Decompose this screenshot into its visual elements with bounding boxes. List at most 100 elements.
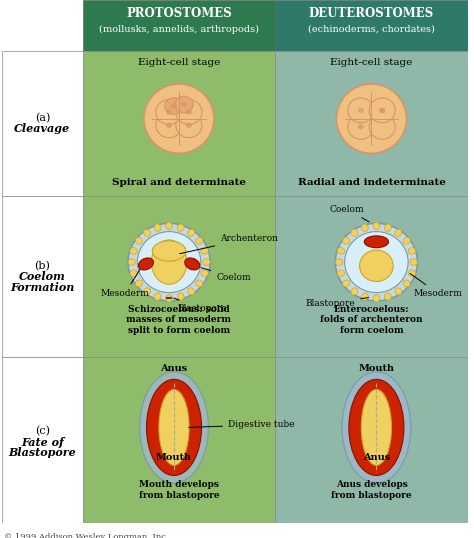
Bar <box>275 0 468 51</box>
Text: Mouth: Mouth <box>156 452 192 462</box>
Text: Mouth: Mouth <box>358 364 394 373</box>
Ellipse shape <box>177 224 184 231</box>
Bar <box>82 357 275 527</box>
Text: Anus: Anus <box>160 364 188 373</box>
Ellipse shape <box>186 110 191 114</box>
Ellipse shape <box>130 270 137 277</box>
Ellipse shape <box>335 223 418 301</box>
Ellipse shape <box>146 379 201 476</box>
Text: (mollusks, annelids, arthropods): (mollusks, annelids, arthropods) <box>99 25 259 34</box>
Ellipse shape <box>151 240 187 284</box>
Ellipse shape <box>380 108 385 112</box>
Text: (a): (a) <box>35 113 50 123</box>
Ellipse shape <box>343 237 350 244</box>
Text: Archenteron: Archenteron <box>180 233 278 254</box>
Ellipse shape <box>395 288 402 295</box>
Text: Coelom: Coelom <box>201 268 251 281</box>
Ellipse shape <box>351 288 358 295</box>
Text: Schizocoelous: solid
masses of mesoderm
split to form coelom: Schizocoelous: solid masses of mesoderm … <box>127 305 231 335</box>
Ellipse shape <box>175 96 193 112</box>
Ellipse shape <box>144 84 214 153</box>
Ellipse shape <box>369 115 395 139</box>
Text: Radial and indeterminate: Radial and indeterminate <box>298 178 446 187</box>
Bar <box>2 357 82 527</box>
Ellipse shape <box>128 259 136 265</box>
Text: (echinoderms, chordates): (echinoderms, chordates) <box>308 25 435 34</box>
Text: Blastopore: Blastopore <box>173 298 227 313</box>
Ellipse shape <box>138 258 154 270</box>
Bar <box>2 51 82 196</box>
Text: Enterocoelous:
folds of archenteron
form coelom: Enterocoelous: folds of archenteron form… <box>320 305 423 335</box>
Bar <box>275 196 468 357</box>
Text: (c): (c) <box>35 426 50 436</box>
Ellipse shape <box>176 113 202 138</box>
Ellipse shape <box>380 108 385 112</box>
Ellipse shape <box>135 237 143 244</box>
Ellipse shape <box>337 84 407 153</box>
Ellipse shape <box>337 270 345 277</box>
Ellipse shape <box>201 247 208 254</box>
Ellipse shape <box>358 108 363 112</box>
Ellipse shape <box>152 241 186 261</box>
Bar <box>275 357 468 527</box>
Ellipse shape <box>188 229 194 236</box>
Text: Coelom: Coelom <box>329 204 369 222</box>
Ellipse shape <box>128 223 210 301</box>
Ellipse shape <box>140 372 209 483</box>
Ellipse shape <box>351 229 358 236</box>
Ellipse shape <box>185 258 200 270</box>
Ellipse shape <box>135 280 143 287</box>
Text: Fate of: Fate of <box>21 436 64 448</box>
Ellipse shape <box>177 293 184 300</box>
Ellipse shape <box>348 115 374 139</box>
Ellipse shape <box>342 372 411 483</box>
Ellipse shape <box>154 293 161 300</box>
Ellipse shape <box>166 222 173 230</box>
Ellipse shape <box>156 100 182 124</box>
Ellipse shape <box>348 98 374 123</box>
Bar <box>2 196 82 357</box>
Text: Spiral and determinate: Spiral and determinate <box>112 178 246 187</box>
Ellipse shape <box>410 259 418 265</box>
Text: Digestive tube: Digestive tube <box>189 420 295 429</box>
Ellipse shape <box>343 280 350 287</box>
Ellipse shape <box>137 231 201 293</box>
Ellipse shape <box>403 280 410 287</box>
Ellipse shape <box>176 100 202 124</box>
Ellipse shape <box>373 295 380 302</box>
Text: Blastopore: Blastopore <box>306 298 369 308</box>
Ellipse shape <box>364 236 389 247</box>
Ellipse shape <box>196 237 203 244</box>
Bar <box>82 0 275 51</box>
Ellipse shape <box>203 259 210 265</box>
Text: Cleavage: Cleavage <box>14 123 71 134</box>
Text: Blastopore: Blastopore <box>9 447 76 458</box>
Ellipse shape <box>186 123 191 128</box>
Bar <box>82 51 275 196</box>
Ellipse shape <box>166 110 172 114</box>
Text: Formation: Formation <box>10 282 74 293</box>
Ellipse shape <box>144 229 151 236</box>
Text: Anus: Anus <box>363 452 390 462</box>
Ellipse shape <box>156 113 182 138</box>
Text: PROTOSTOMES: PROTOSTOMES <box>126 7 232 20</box>
Ellipse shape <box>403 237 410 244</box>
Text: Coelom: Coelom <box>19 271 66 282</box>
Ellipse shape <box>384 293 392 300</box>
Text: Mesoderm: Mesoderm <box>410 273 463 298</box>
Ellipse shape <box>361 390 392 465</box>
Ellipse shape <box>360 250 393 281</box>
Text: (b): (b) <box>35 261 50 271</box>
Text: Eight-cell stage: Eight-cell stage <box>330 58 412 67</box>
Text: DEUTEROSTOMES: DEUTEROSTOMES <box>309 7 434 20</box>
Ellipse shape <box>362 293 368 300</box>
Text: Eight-cell stage: Eight-cell stage <box>138 58 220 67</box>
Text: Mesoderm: Mesoderm <box>100 270 149 298</box>
Ellipse shape <box>335 259 343 265</box>
Ellipse shape <box>196 280 203 287</box>
Ellipse shape <box>182 102 186 107</box>
Ellipse shape <box>369 98 395 123</box>
Ellipse shape <box>337 247 345 254</box>
Ellipse shape <box>154 224 161 231</box>
Ellipse shape <box>188 288 194 295</box>
